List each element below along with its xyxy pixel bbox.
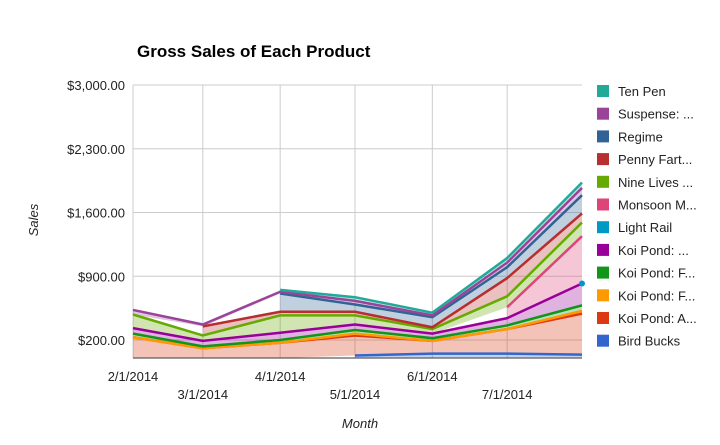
series-point [579,280,585,287]
x-tick-label: 7/1/2014 [482,387,533,402]
legend-label: Ten Pen [618,84,666,99]
y-axis-title: Sales [26,203,41,236]
y-tick-label: $200.00 [78,333,125,348]
legend-swatch [597,266,609,279]
series-line [280,181,583,315]
legend-label: Regime [618,129,663,144]
legend-swatch [597,153,609,166]
legend-swatch [597,198,609,211]
x-tick-label: 6/1/2014 [407,369,458,384]
legend: Ten Pen Suspense: ... Regime Penny Fart... N… [597,84,697,349]
x-tick-label: 5/1/2014 [330,387,381,402]
legend-swatch [597,289,609,302]
chart-title: Gross Sales of Each Product [137,42,371,61]
series-area [280,195,582,328]
legend-swatch [597,243,609,256]
x-axis-ticks: 2/1/2014 3/1/2014 4/1/2014 5/1/2014 6/1/2014… [108,369,533,402]
legend-swatch [597,175,609,188]
series-line [132,187,583,326]
legend-label: Penny Fart... [618,152,692,167]
legend-label: Suspense: ... [618,107,694,122]
legend-swatch [597,85,609,97]
y-axis-ticks: $200.00 $900.00 $1,600.00 $2,300.00 $3,000.0… [67,78,125,348]
legend-swatch [597,130,609,143]
series-line [354,352,583,357]
x-tick-label: 4/1/2014 [255,369,306,384]
legend-swatch [597,107,609,120]
x-tick-label: 2/1/2014 [108,369,159,384]
legend-label: Monsoon M... [618,198,697,213]
series-lines [132,181,585,357]
legend-label: Bird Bucks [618,334,681,349]
legend-label: Koi Pond: F... [618,288,695,303]
series-line [132,309,583,350]
legend-label: Koi Pond: ... [618,243,689,258]
y-tick-label: $900.00 [78,269,125,284]
series-line [506,235,583,309]
series-line [132,221,583,337]
legend-label: Nine Lives ... [618,175,693,190]
legend-swatch [597,334,609,347]
legend-label: Light Rail [618,220,672,235]
legend-swatch [597,221,609,234]
legend-label: Koi Pond: F... [618,266,695,281]
x-axis-title: Month [342,416,378,431]
y-tick-label: $1,600.00 [67,206,125,221]
y-tick-label: $3,000.00 [67,78,125,93]
series-area [507,236,582,319]
y-tick-label: $2,300.00 [67,142,125,157]
x-tick-label: 3/1/2014 [178,387,229,402]
series-line [132,304,583,348]
series-line [279,194,583,319]
legend-swatch [597,312,609,324]
legend-label: Koi Pond: A... [618,311,697,326]
series-line [132,282,583,343]
grid-lines [132,84,582,359]
series-line [202,212,583,329]
